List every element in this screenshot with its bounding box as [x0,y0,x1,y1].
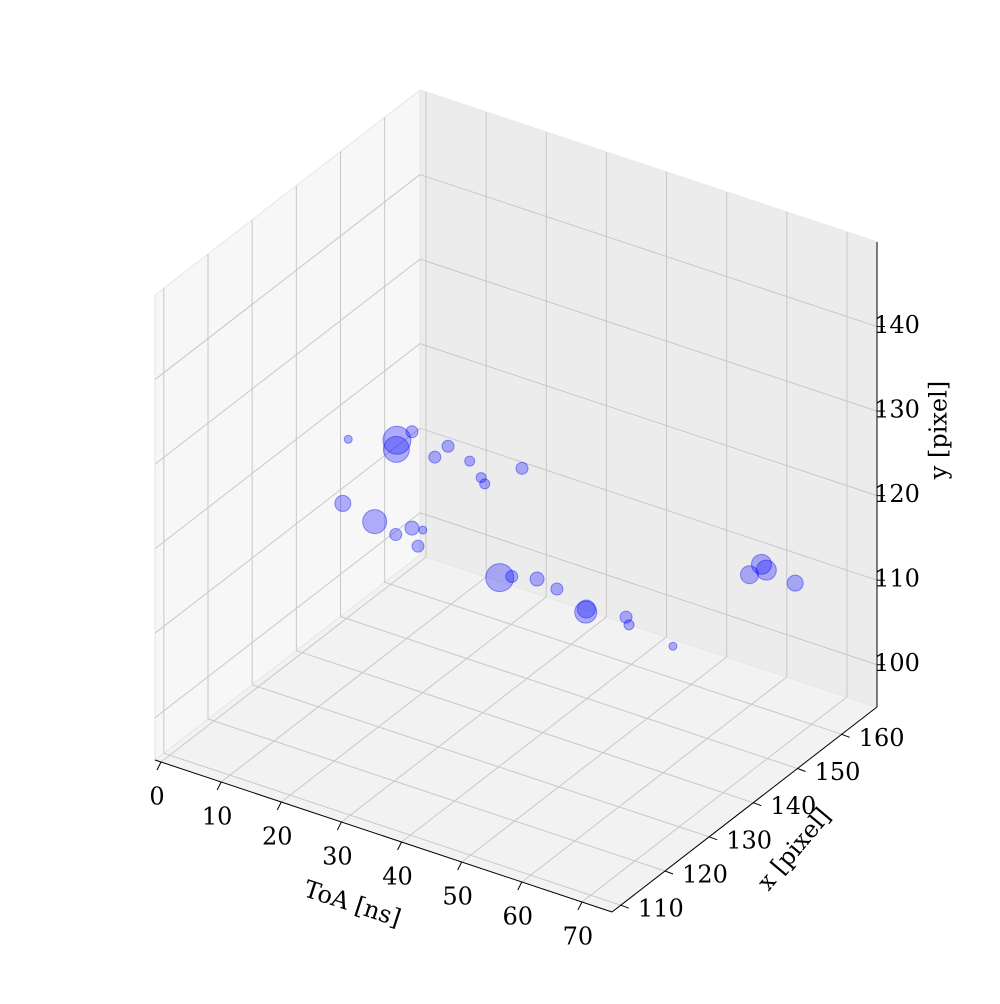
point [751,553,773,575]
grid-line [401,636,667,843]
x-tick-label: 30 [322,843,353,871]
axis-line [154,759,613,913]
x-tick-label: 40 [382,863,413,891]
tick-mark [156,761,162,771]
grid-line [419,343,878,497]
grid-line [340,616,798,769]
grid-line [154,512,421,719]
point [574,600,598,624]
y-tick-label: 150 [815,758,861,786]
point [464,455,476,467]
grid-line [461,656,727,863]
z-tick-label: 110 [874,565,920,593]
grid-line [296,650,754,804]
point [428,450,442,464]
tick-mark [397,841,402,851]
grid-line [521,676,788,883]
point [576,599,596,619]
tick-mark [276,801,282,811]
grid-line [207,718,666,872]
grid-line [384,581,842,735]
x-tick-label: 60 [503,903,534,931]
point [755,559,777,581]
point [405,425,419,439]
point [668,641,678,651]
y-tick-label: 120 [682,861,728,889]
point [382,425,412,455]
point [362,509,388,535]
grid-line [419,258,878,412]
grid-line [419,512,878,666]
point [334,494,352,512]
point [739,565,759,585]
z-axis-label: y [pixel] [925,381,953,480]
point [515,461,529,475]
grid-line [220,576,487,783]
x-tick-label: 70 [563,923,594,951]
y-tick-label: 110 [638,895,684,923]
point [623,619,635,631]
x-tick-label: 50 [442,883,473,911]
tick-mark [753,802,762,807]
tick-mark [620,904,630,909]
point [550,582,564,596]
z-tick-label: 100 [874,649,920,677]
grid-line [163,752,621,906]
tick-mark [457,861,463,871]
grid-line [419,427,878,581]
grid-line [154,343,421,550]
point [505,570,519,584]
point [418,525,428,535]
grid-line [154,258,421,465]
tick-mark [797,768,806,772]
point [404,520,420,536]
tick-mark [577,901,583,911]
grid-line [280,596,547,803]
point [382,435,410,463]
grid-line [341,616,607,823]
point [475,472,487,484]
y-tick-label: 160 [859,724,905,752]
x-tick-label: 0 [149,783,164,811]
point [619,610,633,624]
z-tick-label: 140 [874,311,920,339]
grid-line [419,174,878,328]
point [389,528,403,542]
point [343,434,353,444]
z-tick-label: 120 [874,480,920,508]
point [479,478,491,490]
tick-mark [841,733,850,738]
tick-mark [664,870,674,875]
point [441,439,455,453]
y-tick-label: 130 [726,826,772,854]
z-tick-label: 130 [874,396,920,424]
tick-mark [216,781,222,791]
grid-line [581,696,848,903]
point [529,571,545,587]
grid-line [154,427,421,634]
axis-line [611,706,878,913]
tick-mark [708,836,718,841]
grid-line [252,684,710,838]
point [485,563,515,593]
grid-line [160,556,427,763]
tick-mark [517,881,523,891]
point [411,539,425,553]
y-tick-label: 140 [770,792,816,820]
grid-line [154,174,421,380]
x-tick-label: 10 [202,803,233,831]
x-tick-label: 20 [262,823,293,851]
tick-mark [336,821,342,831]
point [786,574,804,592]
